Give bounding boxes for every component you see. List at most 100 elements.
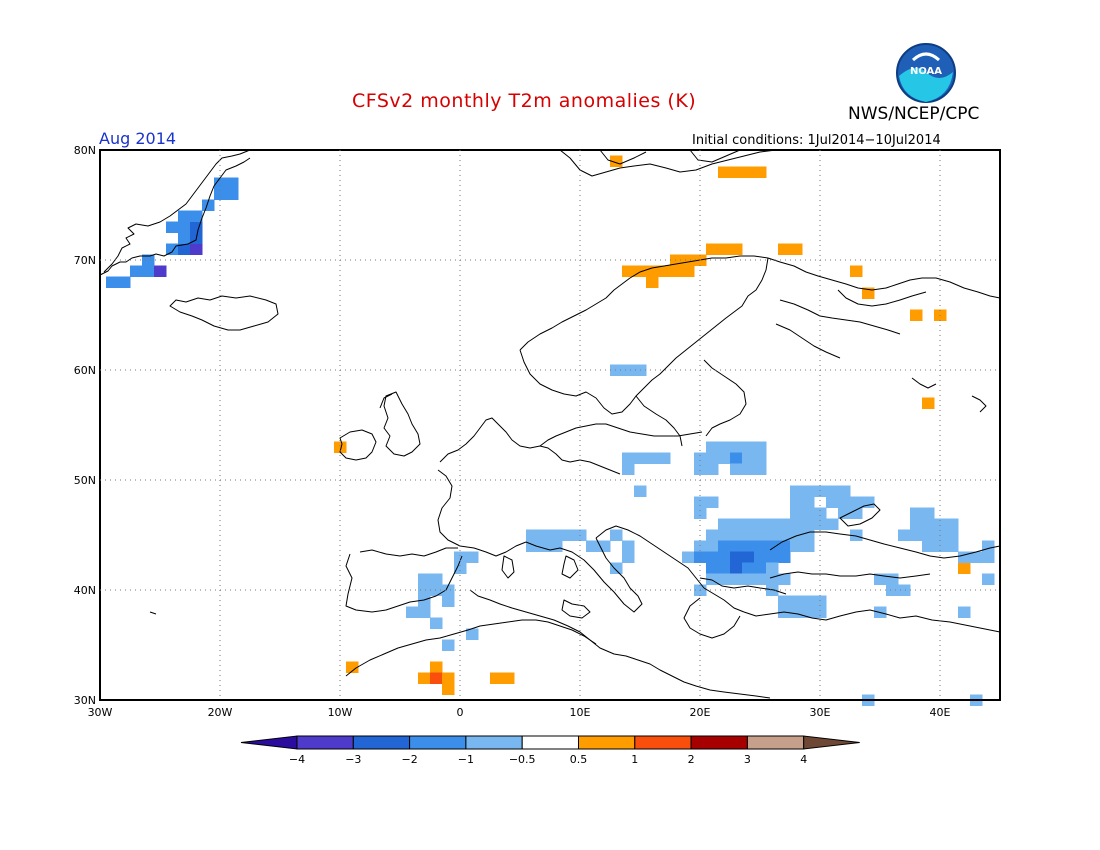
anomaly-cell [754, 166, 767, 178]
anomaly-cell [706, 441, 719, 453]
anomaly-cell [802, 496, 815, 508]
colorbar-level-label: 1 [631, 753, 638, 766]
anomaly-cell [694, 452, 707, 464]
anomaly-cell [430, 617, 443, 629]
anomaly-cell [178, 210, 191, 222]
anomaly-cell [778, 540, 791, 552]
anomaly-cell [418, 595, 431, 607]
anomaly-cell [718, 243, 731, 255]
anomaly-cell [754, 529, 767, 541]
anomaly-cell [694, 496, 707, 508]
colorbar-block [409, 735, 467, 750]
anomaly-cell [706, 463, 719, 475]
anomaly-cell [622, 452, 635, 464]
anomaly-cell [730, 562, 743, 574]
anomaly-cell [982, 540, 995, 552]
anomaly-cell [946, 540, 959, 552]
anomaly-cell [706, 496, 719, 508]
anomaly-cell [898, 529, 911, 541]
colorbar-block [634, 735, 692, 750]
colorbar-block [578, 735, 636, 750]
anomaly-cell [838, 507, 851, 519]
anomaly-cell [430, 584, 443, 596]
anomaly-cell [718, 573, 731, 585]
anomaly-cell [802, 529, 815, 541]
latitude-tick-label: 80N [74, 144, 96, 157]
anomaly-cell [226, 177, 239, 189]
anomaly-cell [418, 584, 431, 596]
anomaly-cell [622, 463, 635, 475]
anomaly-cell [718, 441, 731, 453]
anomaly-cell [814, 606, 827, 618]
longitude-tick-label: 0 [457, 706, 464, 719]
anomaly-cell [778, 573, 791, 585]
anomaly-cell [598, 540, 611, 552]
anomaly-cell [550, 540, 563, 552]
anomaly-cell [634, 485, 647, 497]
anomaly-cell [706, 573, 719, 585]
organization-label: NWS/NCEP/CPC [848, 104, 980, 124]
anomaly-cell [862, 496, 875, 508]
anomaly-cell [154, 265, 167, 277]
anomaly-cell [442, 639, 455, 651]
anomaly-cell [850, 496, 863, 508]
anomaly-cell [670, 254, 683, 266]
anomaly-cell [802, 606, 815, 618]
anomaly-cell [502, 672, 515, 684]
colorbar-level-label: −0.5 [509, 753, 536, 766]
anomaly-cell [742, 166, 755, 178]
anomaly-cell [910, 518, 923, 530]
anomaly-cell [778, 551, 791, 563]
anomaly-cell [706, 529, 719, 541]
anomaly-cell [886, 573, 899, 585]
anomaly-cell [922, 518, 935, 530]
anomaly-cell [718, 562, 731, 574]
anomaly-cell [718, 452, 731, 464]
anomaly-cell [802, 518, 815, 530]
anomaly-cell [838, 496, 851, 508]
anomaly-cell [430, 573, 443, 585]
anomaly-cell [982, 551, 995, 563]
latitude-tick-label: 30N [74, 694, 96, 707]
colorbar-labels: −4 −3 −2 −1 −0.5 0.5 1 2 3 4 [289, 753, 807, 766]
anomaly-cell [730, 452, 743, 464]
colorbar-level-label: 2 [688, 753, 695, 766]
anomaly-cell [682, 254, 695, 266]
anomaly-cell [730, 540, 743, 552]
anomaly-cell [946, 518, 959, 530]
colorbar-block [690, 735, 748, 750]
anomaly-cell [490, 672, 503, 684]
latitude-tick-label: 40N [74, 584, 96, 597]
anomaly-cell [622, 364, 635, 376]
chart-title: CFSv2 monthly T2m anomalies (K) [352, 90, 697, 112]
anomaly-cell [790, 496, 803, 508]
anomaly-cell [754, 452, 767, 464]
colorbar-block [465, 735, 523, 750]
longitude-tick-label: 20W [208, 706, 233, 719]
anomaly-cell [958, 551, 971, 563]
anomaly-cell [466, 628, 479, 640]
anomaly-cell [754, 562, 767, 574]
noaa-logo-icon: NOAA [896, 43, 956, 103]
anomaly-cell [730, 441, 743, 453]
anomaly-cell [730, 518, 743, 530]
anomaly-cell [634, 452, 647, 464]
anomaly-cell [982, 573, 995, 585]
anomaly-cell [646, 265, 659, 277]
anomaly-cell [610, 155, 623, 167]
anomaly-cell [910, 309, 923, 321]
anomaly-cell [442, 683, 455, 695]
latitude-tick-label: 70N [74, 254, 96, 267]
anomaly-cell [418, 606, 431, 618]
anomaly-cell [886, 584, 899, 596]
latitude-tick-label: 60N [74, 364, 96, 377]
anomaly-cell [790, 540, 803, 552]
anomaly-cell [814, 507, 827, 519]
anomaly-cell [586, 540, 599, 552]
anomaly-cell [874, 573, 887, 585]
anomaly-cell [730, 243, 743, 255]
anomaly-cell [526, 540, 539, 552]
anomaly-cell [898, 584, 911, 596]
